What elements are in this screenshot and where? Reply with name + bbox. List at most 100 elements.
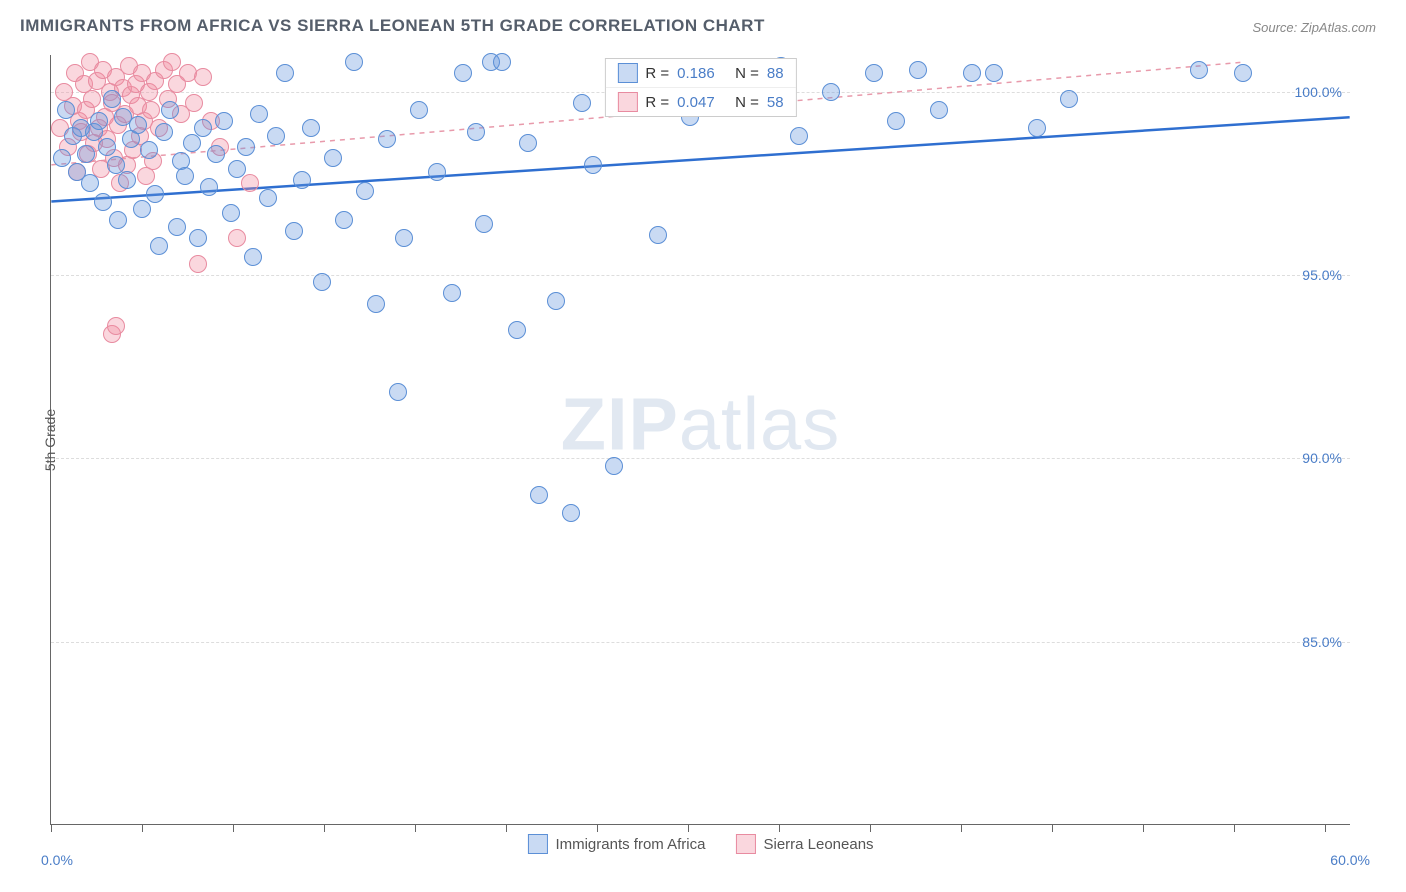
scatter-point (189, 255, 207, 273)
x-tick (506, 824, 507, 832)
scatter-point (605, 457, 623, 475)
scatter-point (90, 112, 108, 130)
y-tick-label: 90.0% (1302, 450, 1342, 466)
legend-item-series2: Sierra Leoneans (735, 834, 873, 854)
scatter-point (454, 64, 472, 82)
gridline (51, 458, 1350, 459)
scatter-point (183, 134, 201, 152)
x-tick (597, 824, 598, 832)
chart-title: IMMIGRANTS FROM AFRICA VS SIERRA LEONEAN… (20, 16, 765, 36)
scatter-point (129, 116, 147, 134)
scatter-point (276, 64, 294, 82)
scatter-point (324, 149, 342, 167)
r-label: R = (645, 65, 669, 82)
scatter-point (267, 127, 285, 145)
scatter-point (57, 101, 75, 119)
scatter-point (185, 94, 203, 112)
x-tick (688, 824, 689, 832)
x-tick (415, 824, 416, 832)
scatter-point (94, 193, 112, 211)
n-value-series2: 58 (767, 94, 784, 111)
x-tick (1052, 824, 1053, 832)
scatter-point (519, 134, 537, 152)
scatter-point (822, 83, 840, 101)
scatter-point (335, 211, 353, 229)
swatch-series2 (617, 92, 637, 112)
x-tick (1143, 824, 1144, 832)
scatter-point (189, 229, 207, 247)
scatter-point (963, 64, 981, 82)
y-axis-title: 5th Grade (42, 408, 58, 470)
scatter-point (133, 200, 151, 218)
scatter-point (244, 248, 262, 266)
stat-legend: R = 0.186 N = 88 R = 0.047 N = 58 (604, 58, 796, 117)
x-tick-label-min: 0.0% (41, 852, 73, 868)
scatter-point (285, 222, 303, 240)
scatter-point (467, 123, 485, 141)
watermark-atlas: atlas (679, 383, 840, 466)
y-tick-label: 95.0% (1302, 267, 1342, 283)
scatter-point (887, 112, 905, 130)
scatter-point (865, 64, 883, 82)
scatter-point (53, 149, 71, 167)
scatter-point (222, 204, 240, 222)
scatter-point (302, 119, 320, 137)
scatter-point (649, 226, 667, 244)
scatter-point (155, 123, 173, 141)
n-label: N = (735, 65, 759, 82)
x-tick (1325, 824, 1326, 832)
scatter-point (228, 160, 246, 178)
scatter-point (378, 130, 396, 148)
scatter-point (168, 218, 186, 236)
scatter-point (142, 101, 160, 119)
x-tick (233, 824, 234, 832)
scatter-point (194, 119, 212, 137)
scatter-point (118, 171, 136, 189)
n-value-series1: 88 (767, 65, 784, 82)
r-label: R = (645, 94, 669, 111)
gridline (51, 275, 1350, 276)
scatter-point (562, 504, 580, 522)
scatter-point (508, 321, 526, 339)
scatter-point (909, 61, 927, 79)
scatter-point (493, 53, 511, 71)
n-label: N = (735, 94, 759, 111)
scatter-point (475, 215, 493, 233)
scatter-point (109, 211, 127, 229)
x-tick (961, 824, 962, 832)
scatter-point (228, 229, 246, 247)
x-tick (142, 824, 143, 832)
scatter-point (98, 138, 116, 156)
scatter-point (237, 138, 255, 156)
scatter-point (241, 174, 259, 192)
scatter-point (161, 101, 179, 119)
y-tick-label: 85.0% (1302, 634, 1342, 650)
scatter-point (81, 174, 99, 192)
scatter-point (107, 317, 125, 335)
scatter-point (345, 53, 363, 71)
scatter-point (547, 292, 565, 310)
r-value-series2: 0.047 (677, 94, 727, 111)
scatter-point (428, 163, 446, 181)
scatter-point (293, 171, 311, 189)
gridline (51, 642, 1350, 643)
legend-item-series1: Immigrants from Africa (527, 834, 705, 854)
plot-area: 5th Grade 85.0%90.0%95.0%100.0% ZIPatlas… (50, 55, 1350, 825)
scatter-point (140, 141, 158, 159)
y-tick-label: 100.0% (1295, 84, 1342, 100)
swatch-series2-bottom (735, 834, 755, 854)
scatter-point (443, 284, 461, 302)
scatter-point (985, 64, 1003, 82)
x-tick (1234, 824, 1235, 832)
scatter-point (410, 101, 428, 119)
x-tick-label-max: 60.0% (1330, 852, 1370, 868)
scatter-point (259, 189, 277, 207)
stat-row-series2: R = 0.047 N = 58 (605, 87, 795, 116)
scatter-point (250, 105, 268, 123)
scatter-point (313, 273, 331, 291)
scatter-point (77, 145, 95, 163)
x-tick (870, 824, 871, 832)
watermark-zip: ZIP (561, 383, 679, 466)
scatter-point (930, 101, 948, 119)
scatter-point (790, 127, 808, 145)
